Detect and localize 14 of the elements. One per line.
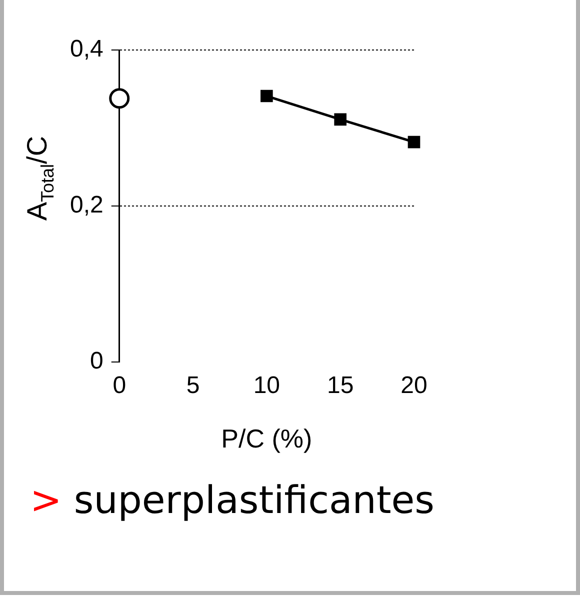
x-tick-label: 0 [112,372,126,400]
x-axis-title: P/C (%) [221,424,312,454]
y-tick-label: 0,2 [70,192,104,219]
point [408,136,420,148]
point [109,88,130,109]
y-tick-label: 0 [90,348,104,375]
y-tick-label: 0,4 [70,36,104,63]
x-tick-label: 5 [186,372,200,400]
x-tick-label: 20 [400,372,428,400]
point [260,90,273,102]
text: > superplastificantes [30,478,434,522]
x-tick-label: 15 [326,372,354,400]
x-tick-label: 10 [253,372,280,400]
point [334,113,346,126]
